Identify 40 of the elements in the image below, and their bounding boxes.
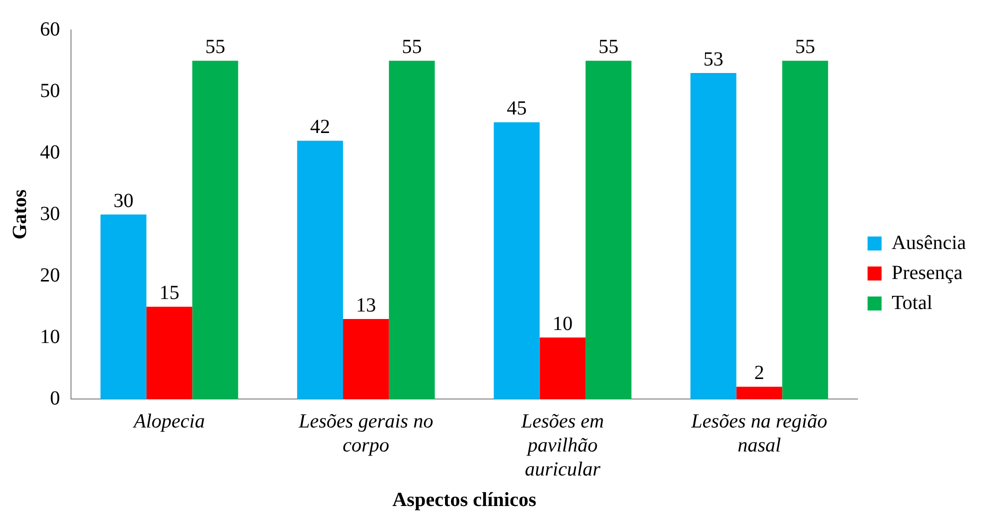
x-tick-label: Lesões em pavilhão auricular <box>520 410 604 480</box>
data-label: 15 <box>159 282 180 304</box>
data-label: 42 <box>310 116 330 138</box>
bar <box>586 60 632 399</box>
bar <box>736 386 782 399</box>
legend-label: Ausência <box>892 232 966 254</box>
x-axis-title: Aspectos clínicos <box>392 489 536 512</box>
bar <box>388 60 435 399</box>
data-label: 55 <box>205 36 226 58</box>
legend-label: Total <box>892 292 933 314</box>
y-tick-label: 40 <box>40 141 60 164</box>
data-label: 45 <box>506 98 527 120</box>
bar <box>100 214 146 399</box>
bar <box>782 60 828 399</box>
bar <box>690 73 736 399</box>
y-tick-label: 50 <box>40 80 60 102</box>
bar <box>146 306 192 399</box>
x-tick-label: Lesões na região nasal <box>690 410 828 456</box>
data-label: 53 <box>703 48 724 70</box>
data-label: 13 <box>356 294 376 316</box>
data-label: 2 <box>754 362 764 384</box>
y-tick-label: 30 <box>40 202 60 225</box>
x-tick-label: Alopecia <box>132 410 205 432</box>
x-tick-label: Lesões gerais no corpo <box>298 410 434 456</box>
bar <box>494 122 540 399</box>
y-tick-label: 0 <box>50 387 60 410</box>
data-label: 55 <box>598 36 618 58</box>
bar <box>343 319 389 399</box>
y-tick-label: 20 <box>40 264 60 286</box>
bar <box>297 140 344 399</box>
y-tick-label: 60 <box>40 18 60 40</box>
bar <box>192 60 238 399</box>
data-label: 55 <box>795 36 816 58</box>
legend-label: Presença <box>892 262 963 284</box>
data-label: 10 <box>552 312 573 335</box>
data-label: 30 <box>113 190 134 212</box>
data-label: 55 <box>402 36 422 58</box>
bar <box>540 338 586 399</box>
y-axis-title: Gatos <box>9 189 32 240</box>
y-tick-label: 10 <box>40 326 60 348</box>
